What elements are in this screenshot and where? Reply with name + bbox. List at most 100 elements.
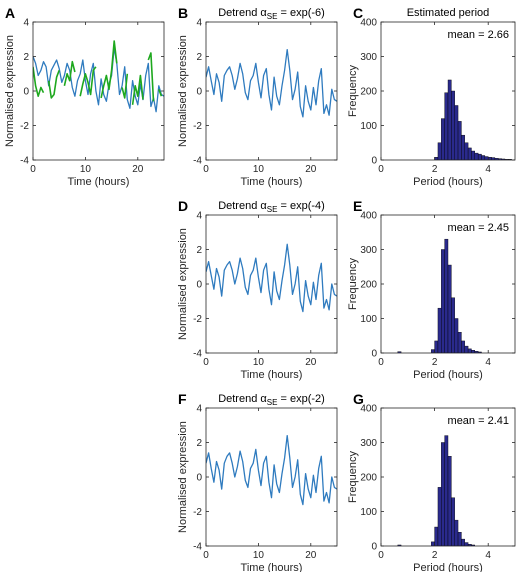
y-axis-label: Frequency bbox=[347, 258, 359, 310]
histogram-bar bbox=[431, 541, 435, 546]
y-tick-label: 300 bbox=[360, 52, 377, 63]
plot-area bbox=[206, 243, 337, 313]
y-axis-label: Normalised expression bbox=[4, 35, 16, 147]
histogram-bar bbox=[441, 118, 445, 160]
y-tick-label: 200 bbox=[360, 473, 377, 484]
histogram-bar bbox=[434, 526, 439, 546]
panel-d: D Detrend αSE = exp(-4) 0 10 20 -4 -2 0 2 4 Time (… bbox=[177, 198, 338, 381]
histogram-bar bbox=[484, 156, 489, 160]
panel-letter: D bbox=[178, 198, 188, 214]
histogram-bar bbox=[461, 340, 465, 353]
histogram-bar bbox=[454, 318, 459, 353]
x-axis-label: Time (hours) bbox=[241, 369, 303, 381]
histogram-bar bbox=[471, 544, 476, 546]
y-tick-label: 2 bbox=[196, 245, 202, 256]
histogram-bar bbox=[447, 456, 452, 546]
y-tick-label: -2 bbox=[20, 121, 29, 132]
histogram-bar bbox=[464, 345, 469, 353]
x-tick-label: 2 bbox=[432, 550, 438, 561]
plot-area bbox=[206, 434, 337, 506]
y-tick-label: 0 bbox=[371, 542, 377, 553]
y-tick-label: 200 bbox=[360, 280, 377, 291]
x-axis-label: Period (hours) bbox=[413, 176, 483, 188]
y-tick-label: -4 bbox=[20, 156, 29, 167]
title-suffix: = exp(-6) bbox=[277, 7, 324, 19]
x-axis-label: Time (hours) bbox=[68, 176, 130, 188]
histogram-bar bbox=[481, 155, 486, 160]
title-subscript: SE bbox=[267, 398, 278, 407]
x-tick-label: 10 bbox=[80, 164, 92, 175]
histogram-bar bbox=[474, 152, 479, 160]
title-suffix: = exp(-4) bbox=[277, 200, 324, 212]
plot-area bbox=[397, 435, 476, 546]
plot-area bbox=[33, 40, 164, 113]
x-axis-label: Time (hours) bbox=[241, 562, 303, 572]
x-tick-label: 10 bbox=[253, 164, 265, 175]
panel-letter: A bbox=[5, 5, 15, 21]
y-axis-label: Frequency bbox=[347, 65, 359, 117]
histogram-bar bbox=[471, 350, 476, 353]
panel-letter: E bbox=[353, 198, 362, 214]
x-tick-label: 0 bbox=[378, 357, 384, 368]
histogram-bar bbox=[451, 297, 455, 353]
histogram-bar bbox=[471, 150, 476, 160]
x-tick-label: 20 bbox=[132, 164, 144, 175]
histogram-bar bbox=[397, 544, 402, 546]
histogram-bar bbox=[437, 487, 442, 546]
y-tick-label: 0 bbox=[196, 87, 202, 98]
y-tick-label: 400 bbox=[360, 211, 377, 222]
histogram-bar bbox=[447, 79, 452, 160]
title-main: Detrend α bbox=[218, 393, 267, 405]
histogram-bar bbox=[477, 153, 482, 160]
histogram-bar bbox=[461, 134, 465, 160]
y-tick-label: 0 bbox=[196, 280, 202, 291]
y-tick-label: 0 bbox=[371, 349, 377, 360]
x-tick-label: 2 bbox=[432, 164, 438, 175]
histogram-bar bbox=[454, 519, 459, 546]
x-tick-label: 2 bbox=[432, 357, 438, 368]
x-tick-label: 0 bbox=[203, 357, 209, 368]
histogram-bar bbox=[441, 442, 445, 546]
histogram-bar bbox=[437, 307, 442, 353]
histogram-bar bbox=[444, 238, 449, 353]
y-axis-label: Frequency bbox=[347, 451, 359, 503]
histogram-bar bbox=[454, 105, 459, 160]
panel-f: F Detrend αSE = exp(-2) 0 10 20 -4 -2 0 2 4 Time (… bbox=[177, 391, 338, 572]
y-tick-label: 2 bbox=[196, 52, 202, 63]
y-tick-label: 400 bbox=[360, 18, 377, 29]
histogram-bar bbox=[457, 532, 462, 546]
y-axis-label: Normalised expression bbox=[177, 35, 189, 147]
plot-area bbox=[206, 48, 337, 118]
y-tick-label: 4 bbox=[196, 18, 202, 29]
y-tick-label: -4 bbox=[193, 542, 202, 553]
histogram-bar bbox=[447, 264, 452, 353]
histogram-bar bbox=[461, 538, 465, 546]
y-tick-label: 2 bbox=[196, 438, 202, 449]
y-axis-label: Normalised expression bbox=[177, 228, 189, 340]
mean-annotation: mean = 2.66 bbox=[448, 29, 509, 41]
y-axis-label: Normalised expression bbox=[177, 421, 189, 533]
histogram-bar bbox=[444, 92, 449, 160]
x-axis-label: Period (hours) bbox=[413, 369, 483, 381]
histogram-bar bbox=[431, 349, 435, 353]
y-tick-label: -2 bbox=[193, 507, 202, 518]
histogram-bar bbox=[441, 249, 445, 353]
title-main: Detrend α bbox=[218, 200, 267, 212]
x-tick-label: 20 bbox=[305, 164, 317, 175]
y-tick-label: -4 bbox=[193, 349, 202, 360]
title-suffix: = exp(-2) bbox=[277, 393, 324, 405]
panel-title: Detrend αSE = exp(-6) bbox=[218, 7, 325, 21]
x-tick-label: 20 bbox=[305, 550, 317, 561]
y-tick-label: 4 bbox=[23, 18, 29, 29]
panel-b: B Detrend αSE = exp(-6) 0 10 20 -4 -2 0 2 4 Time (… bbox=[177, 5, 338, 188]
y-tick-label: -2 bbox=[193, 314, 202, 325]
plot-area bbox=[397, 238, 482, 353]
x-tick-label: 0 bbox=[30, 164, 36, 175]
histogram-bar bbox=[444, 435, 449, 546]
mean-annotation: mean = 2.45 bbox=[448, 222, 509, 234]
y-tick-label: 400 bbox=[360, 404, 377, 415]
title-main: Estimated period bbox=[407, 7, 490, 19]
plot-area bbox=[434, 79, 512, 160]
